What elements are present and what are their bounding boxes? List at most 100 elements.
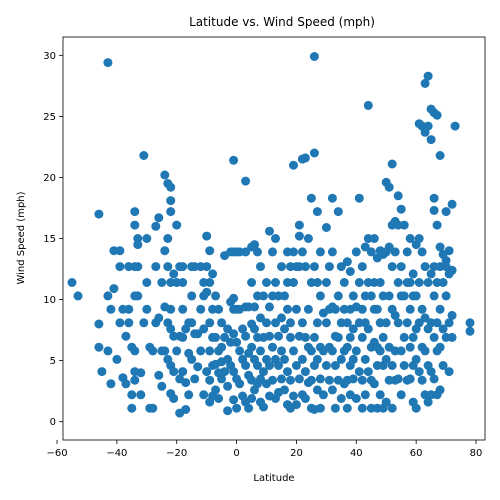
data-point: [289, 346, 298, 356]
data-point: [67, 278, 77, 287]
data-point: [133, 291, 143, 301]
data-point: [262, 318, 271, 328]
data-point: [426, 135, 436, 145]
y-tick-label: 15: [43, 234, 56, 245]
data-point: [399, 291, 409, 301]
data-point: [312, 385, 322, 395]
data-point: [136, 390, 146, 400]
data-point: [396, 346, 406, 356]
data-point: [277, 313, 286, 323]
data-point: [429, 332, 439, 342]
data-point: [238, 324, 248, 334]
data-point: [417, 247, 427, 257]
data-point: [289, 247, 298, 257]
data-point: [315, 291, 325, 301]
data-point: [265, 226, 274, 236]
data-point: [280, 385, 289, 395]
data-point: [205, 278, 215, 287]
data-point: [372, 304, 382, 314]
data-point: [265, 361, 274, 370]
data-point: [229, 329, 239, 339]
data-point: [393, 191, 403, 201]
data-point: [271, 234, 280, 243]
data-point: [115, 318, 125, 328]
data-point: [423, 71, 433, 81]
data-point: [217, 318, 227, 328]
x-tick-label: 0: [233, 448, 239, 459]
data-point: [202, 287, 212, 297]
data-point: [205, 246, 215, 256]
data-point: [247, 394, 257, 403]
data-point: [151, 221, 161, 231]
data-point: [268, 247, 277, 257]
data-point: [193, 329, 203, 339]
data-point: [426, 269, 436, 279]
data-point: [420, 78, 430, 88]
x-tick-label: 40: [350, 448, 363, 459]
data-point: [324, 262, 334, 272]
data-point: [414, 367, 424, 377]
data-point: [357, 262, 367, 272]
data-point: [223, 324, 233, 334]
data-point: [280, 324, 289, 334]
data-point: [241, 247, 251, 257]
data-point: [414, 318, 424, 328]
data-point: [106, 304, 116, 314]
data-point: [441, 207, 451, 217]
data-point: [411, 403, 421, 413]
data-point: [205, 346, 215, 356]
data-point: [411, 291, 421, 301]
data-point: [351, 394, 361, 403]
data-point: [265, 331, 274, 341]
data-point: [121, 379, 131, 389]
data-point: [187, 354, 197, 364]
data-point: [247, 342, 257, 352]
data-point: [405, 342, 415, 352]
data-point: [444, 318, 454, 328]
data-point: [336, 262, 346, 272]
data-point: [214, 394, 224, 403]
data-point: [187, 291, 197, 301]
data-point: [121, 331, 131, 341]
data-point: [169, 394, 179, 403]
x-tick-label: 60: [410, 448, 423, 459]
data-point: [300, 153, 310, 163]
data-point: [363, 367, 373, 377]
data-point: [390, 247, 400, 257]
data-point: [387, 159, 397, 169]
data-point: [286, 375, 295, 385]
data-point: [297, 354, 307, 364]
data-point: [312, 278, 322, 287]
data-point: [151, 262, 161, 272]
data-point: [348, 324, 358, 334]
data-point: [345, 332, 355, 342]
data-point: [154, 213, 164, 223]
data-point: [330, 403, 340, 413]
data-point: [193, 362, 203, 372]
data-point: [411, 354, 421, 364]
data-point: [229, 367, 239, 377]
data-point: [327, 247, 337, 257]
data-point: [169, 367, 179, 377]
data-point: [312, 207, 322, 217]
data-point: [363, 324, 373, 334]
data-point: [321, 223, 331, 232]
data-point: [166, 304, 176, 314]
data-point: [172, 346, 182, 356]
data-point: [115, 246, 125, 256]
y-axis-ticks: 0 5 10 15 20 25 30: [43, 51, 63, 428]
data-point: [423, 397, 433, 407]
data-point: [465, 318, 475, 328]
data-point: [289, 278, 298, 287]
y-tick-label: 0: [50, 417, 56, 428]
data-point: [259, 367, 268, 377]
data-point: [265, 302, 274, 312]
data-point: [259, 291, 268, 301]
data-point: [277, 262, 286, 272]
data-point: [283, 367, 292, 377]
data-point: [154, 370, 164, 380]
data-point: [136, 368, 146, 378]
data-point: [220, 332, 230, 342]
data-point: [256, 374, 265, 384]
data-point: [94, 342, 104, 352]
